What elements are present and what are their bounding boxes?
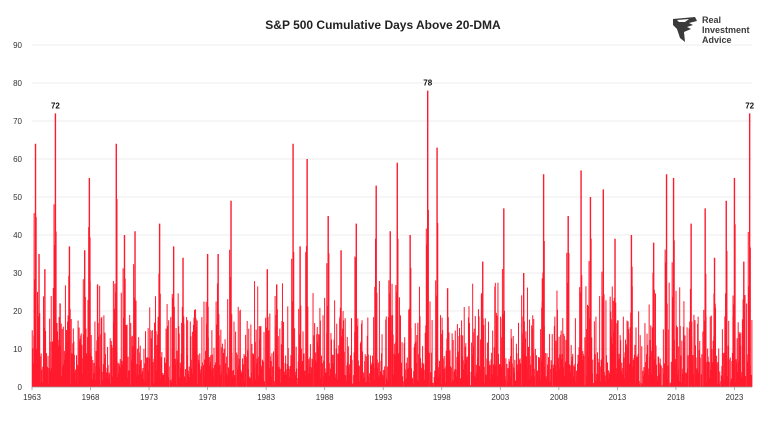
y-tick-label: 30 xyxy=(13,269,22,278)
y-tick-label: 70 xyxy=(13,117,22,126)
x-tick-label: 2018 xyxy=(667,393,685,402)
x-tick-label: 2023 xyxy=(726,393,744,402)
y-tick-label: 50 xyxy=(13,193,22,202)
peak-annotation: 78 xyxy=(423,79,432,88)
x-tick-label: 1968 xyxy=(82,393,100,402)
logo-line-3: Advice xyxy=(702,35,732,45)
logo-text: Real Investment Advice xyxy=(702,15,750,45)
x-tick-label: 1998 xyxy=(433,393,451,402)
logo: Real Investment Advice xyxy=(671,14,761,48)
bar-series xyxy=(31,90,753,387)
x-tick-label: 1973 xyxy=(140,393,158,402)
y-tick-label: 40 xyxy=(13,231,22,240)
annotations: 72 78 72 xyxy=(51,79,755,111)
peak-annotation: 72 xyxy=(745,101,754,110)
peak-annotation: 72 xyxy=(51,101,60,110)
y-tick-label: 90 xyxy=(13,41,22,50)
x-tick-label: 2013 xyxy=(608,393,626,402)
x-tick-label: 2008 xyxy=(550,393,568,402)
x-tick-label: 1993 xyxy=(374,393,392,402)
y-tick-label: 80 xyxy=(13,79,22,88)
axes: 0 10 20 30 40 50 60 70 80 90 1963 1968 1973 1978 1983 1… xyxy=(13,41,752,402)
x-tick-label: 1963 xyxy=(23,393,41,402)
logo-line-2: Investment xyxy=(702,25,750,35)
y-tick-label: 60 xyxy=(13,155,22,164)
chart-title: S&P 500 Cumulative Days Above 20-DMA xyxy=(265,18,501,32)
x-tick-label: 1978 xyxy=(199,393,217,402)
x-tick-label: 2003 xyxy=(491,393,509,402)
y-tick-label: 0 xyxy=(18,383,23,392)
eagle-head-icon xyxy=(673,17,697,42)
y-tick-label: 20 xyxy=(13,307,22,316)
y-tick-label: 10 xyxy=(13,345,22,354)
x-tick-label: 1988 xyxy=(316,393,334,402)
logo-line-1: Real xyxy=(702,15,722,25)
x-tick-label: 1983 xyxy=(257,393,275,402)
